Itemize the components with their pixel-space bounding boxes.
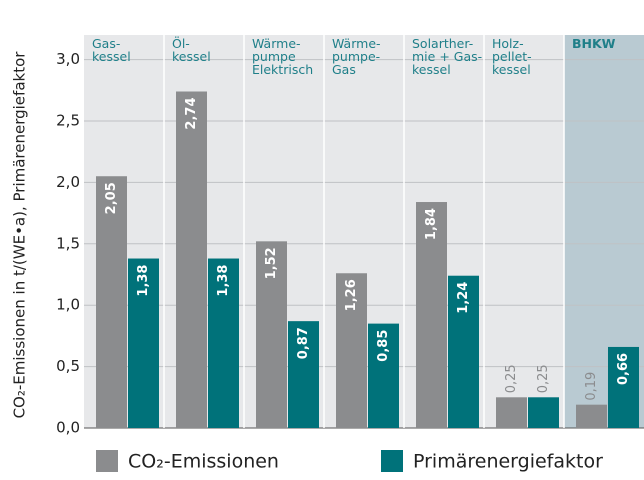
category-label: Solarther- mie + Gas- kessel <box>412 36 483 77</box>
bar <box>448 275 479 428</box>
bar <box>416 202 447 428</box>
value-label: 1,52 <box>264 247 279 279</box>
category-label: Holz- pellet- kessel <box>492 36 532 77</box>
value-label: 1,38 <box>216 265 231 297</box>
category-label: Wärme- pumpe- Gas <box>332 36 381 77</box>
value-label: 0,66 <box>616 353 631 385</box>
category-label: Gas- kessel <box>92 36 131 64</box>
value-label: 2,74 <box>184 97 199 129</box>
y-tick-label: 0,0 <box>56 419 80 437</box>
legend-swatch <box>381 450 403 472</box>
value-label: 1,26 <box>344 279 359 311</box>
legend-label: Primärenergiefaktor <box>413 451 603 473</box>
bar <box>288 321 319 428</box>
bar <box>608 346 639 428</box>
category-label: Wärme- pumpe Elektrisch <box>252 36 314 77</box>
category-label: BHKW <box>572 36 616 51</box>
value-label: 2,05 <box>104 182 119 214</box>
bar <box>528 397 559 428</box>
y-tick-label: 3,0 <box>56 50 80 68</box>
bar <box>496 397 527 428</box>
y-tick-label: 1,0 <box>56 296 80 314</box>
legend-label: CO₂-Emissionen <box>128 451 279 473</box>
y-tick-label: 0,5 <box>56 357 80 375</box>
value-label: 1,38 <box>136 265 151 297</box>
value-label: 0,87 <box>296 327 311 359</box>
bar <box>96 176 127 428</box>
bar <box>368 323 399 428</box>
y-axis-label: CO₂-Emissionen in t/(WE•a), Primärenergi… <box>11 51 29 419</box>
y-tick-label: 2,0 <box>56 173 80 191</box>
bar <box>256 241 287 428</box>
bar <box>128 258 159 428</box>
bar <box>176 91 207 429</box>
bar <box>576 404 607 428</box>
value-label: 1,24 <box>456 282 471 314</box>
value-label: 0,25 <box>504 364 519 393</box>
bar <box>208 258 239 428</box>
value-label: 0,19 <box>584 372 599 401</box>
value-label: 0,85 <box>376 330 391 362</box>
value-label: 0,25 <box>536 364 551 393</box>
legend-swatch <box>96 450 118 472</box>
category-label: Öl- kessel <box>172 36 211 64</box>
y-tick-label: 1,5 <box>56 234 80 252</box>
value-label: 1,84 <box>424 208 439 240</box>
bar <box>336 273 367 428</box>
y-tick-label: 2,5 <box>56 111 80 129</box>
